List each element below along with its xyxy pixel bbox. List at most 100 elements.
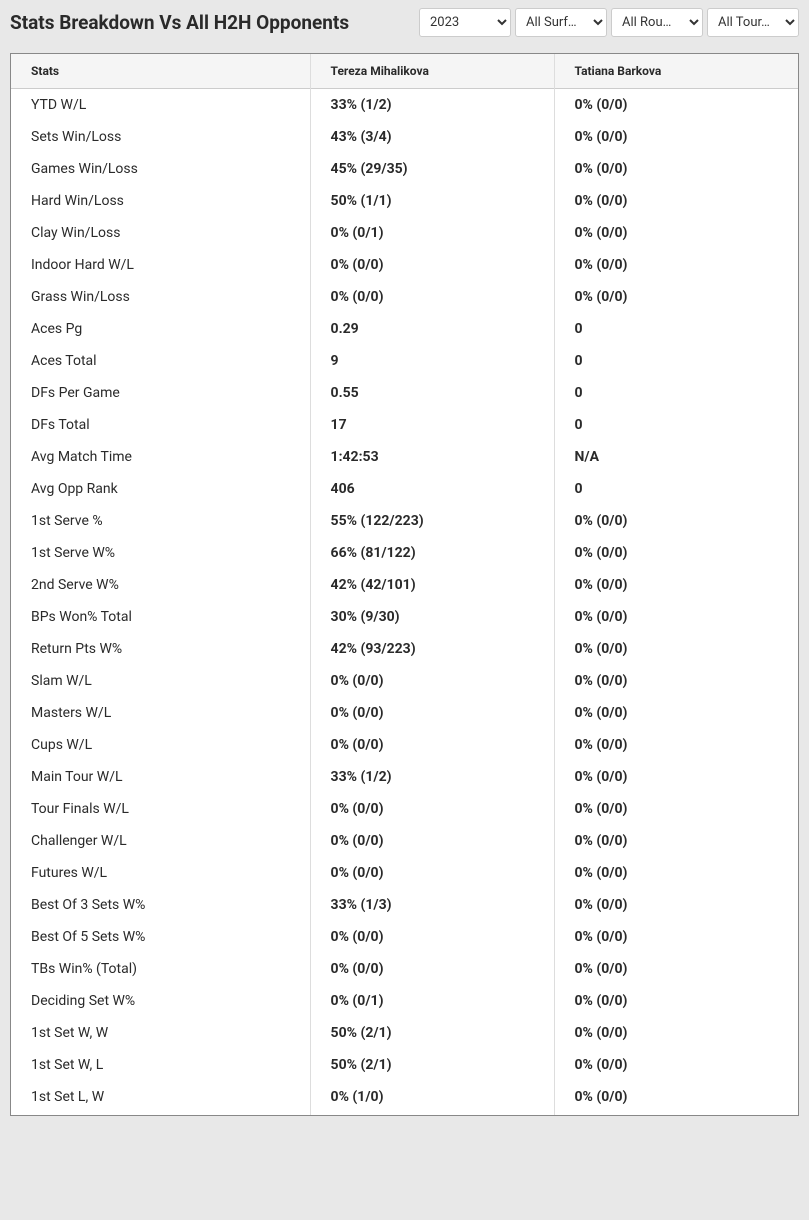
- stat-value-player2: 0% (0/0): [554, 697, 798, 729]
- table-row: TBs Win% (Total)0% (0/0)0% (0/0): [11, 953, 798, 985]
- stat-value-player2: 0: [554, 313, 798, 345]
- table-row: Tour Finals W/L0% (0/0)0% (0/0): [11, 793, 798, 825]
- table-row: Indoor Hard W/L0% (0/0)0% (0/0): [11, 249, 798, 281]
- stat-value-player2: 0% (0/0): [554, 953, 798, 985]
- stat-value-player2: 0% (0/0): [554, 185, 798, 217]
- table-row: Deciding Set W%0% (0/1)0% (0/0): [11, 985, 798, 1017]
- stat-label: Hard Win/Loss: [11, 185, 310, 217]
- stat-label: Tour Finals W/L: [11, 793, 310, 825]
- stat-value-player2: 0: [554, 377, 798, 409]
- stat-label: Clay Win/Loss: [11, 217, 310, 249]
- stat-label: Deciding Set W%: [11, 985, 310, 1017]
- table-body: YTD W/L33% (1/2)0% (0/0)Sets Win/Loss43%…: [11, 89, 798, 1116]
- year-select[interactable]: 2023: [419, 8, 511, 37]
- stat-label: Futures W/L: [11, 857, 310, 889]
- stats-table: Stats Tereza Mihalikova Tatiana Barkova …: [11, 54, 798, 1115]
- table-row: 2nd Serve W%42% (42/101)0% (0/0): [11, 569, 798, 601]
- stat-value-player2: 0% (0/0): [554, 505, 798, 537]
- stat-value-player2: 0% (0/0): [554, 89, 798, 122]
- table-row: Aces Pg0.290: [11, 313, 798, 345]
- stat-value-player1: 0% (0/0): [310, 729, 554, 761]
- header-bar: Stats Breakdown Vs All H2H Opponents 202…: [0, 0, 809, 45]
- stat-label: 2nd Serve W%: [11, 569, 310, 601]
- stat-value-player1: 50% (2/1): [310, 1049, 554, 1081]
- table-row: BPs Won% Total30% (9/30)0% (0/0): [11, 601, 798, 633]
- table-row: DFs Per Game0.550: [11, 377, 798, 409]
- table-row: DFs Total170: [11, 409, 798, 441]
- table-row: 1st Set L, W0% (1/0)0% (0/0): [11, 1081, 798, 1115]
- table-row: Return Pts W%42% (93/223)0% (0/0): [11, 633, 798, 665]
- stat-value-player2: 0% (0/0): [554, 761, 798, 793]
- stat-label: Best Of 5 Sets W%: [11, 921, 310, 953]
- table-row: Clay Win/Loss0% (0/1)0% (0/0): [11, 217, 798, 249]
- stat-value-player1: 30% (9/30): [310, 601, 554, 633]
- table-row: Aces Total90: [11, 345, 798, 377]
- stat-value-player2: 0% (0/0): [554, 153, 798, 185]
- stat-value-player2: N/A: [554, 441, 798, 473]
- table-row: Avg Match Time1:42:53N/A: [11, 441, 798, 473]
- stat-value-player1: 0% (0/0): [310, 665, 554, 697]
- table-row: Grass Win/Loss0% (0/0)0% (0/0): [11, 281, 798, 313]
- tour-select[interactable]: All Tour…: [707, 8, 799, 37]
- stat-value-player2: 0% (0/0): [554, 1049, 798, 1081]
- stat-value-player2: 0% (0/0): [554, 633, 798, 665]
- surface-select[interactable]: All Surf…: [515, 8, 607, 37]
- table-row: Masters W/L0% (0/0)0% (0/0): [11, 697, 798, 729]
- stat-value-player1: 0% (0/0): [310, 249, 554, 281]
- stat-value-player1: 43% (3/4): [310, 121, 554, 153]
- stat-value-player1: 55% (122/223): [310, 505, 554, 537]
- stat-label: Return Pts W%: [11, 633, 310, 665]
- stat-label: 1st Set W, L: [11, 1049, 310, 1081]
- stat-label: Sets Win/Loss: [11, 121, 310, 153]
- table-row: 1st Set W, L50% (2/1)0% (0/0): [11, 1049, 798, 1081]
- stat-label: Main Tour W/L: [11, 761, 310, 793]
- stat-value-player1: 1:42:53: [310, 441, 554, 473]
- filter-group: 2023 All Surf… All Rou… All Tour…: [419, 8, 799, 37]
- stat-label: Masters W/L: [11, 697, 310, 729]
- stat-value-player2: 0% (0/0): [554, 793, 798, 825]
- stat-value-player1: 50% (1/1): [310, 185, 554, 217]
- stat-label: Aces Pg: [11, 313, 310, 345]
- table-container: Stats Tereza Mihalikova Tatiana Barkova …: [0, 45, 809, 1126]
- header-player2: Tatiana Barkova: [554, 54, 798, 89]
- stat-value-player1: 17: [310, 409, 554, 441]
- stat-label: Challenger W/L: [11, 825, 310, 857]
- table-row: 1st Set W, W50% (2/1)0% (0/0): [11, 1017, 798, 1049]
- stat-label: Best Of 3 Sets W%: [11, 889, 310, 921]
- stat-value-player2: 0% (0/0): [554, 569, 798, 601]
- stat-value-player2: 0% (0/0): [554, 665, 798, 697]
- stat-label: Grass Win/Loss: [11, 281, 310, 313]
- table-row: Best Of 3 Sets W%33% (1/3)0% (0/0): [11, 889, 798, 921]
- stat-value-player1: 0% (0/1): [310, 217, 554, 249]
- table-row: Cups W/L0% (0/0)0% (0/0): [11, 729, 798, 761]
- stat-value-player1: 0% (0/1): [310, 985, 554, 1017]
- stat-value-player1: 50% (2/1): [310, 1017, 554, 1049]
- stat-label: 1st Set L, W: [11, 1081, 310, 1115]
- stat-value-player1: 0% (0/0): [310, 921, 554, 953]
- stat-label: Indoor Hard W/L: [11, 249, 310, 281]
- stat-label: Avg Match Time: [11, 441, 310, 473]
- stat-value-player1: 0% (0/0): [310, 857, 554, 889]
- stat-label: Slam W/L: [11, 665, 310, 697]
- stat-value-player1: 0% (0/0): [310, 825, 554, 857]
- stat-value-player2: 0% (0/0): [554, 537, 798, 569]
- stat-value-player1: 45% (29/35): [310, 153, 554, 185]
- stat-value-player2: 0: [554, 409, 798, 441]
- table-row: Avg Opp Rank4060: [11, 473, 798, 505]
- page-title: Stats Breakdown Vs All H2H Opponents: [10, 11, 349, 34]
- round-select[interactable]: All Rou…: [611, 8, 703, 37]
- stat-value-player1: 0% (0/0): [310, 697, 554, 729]
- stat-value-player2: 0% (0/0): [554, 1081, 798, 1115]
- stat-value-player2: 0% (0/0): [554, 921, 798, 953]
- stat-label: 1st Serve W%: [11, 537, 310, 569]
- stat-label: Aces Total: [11, 345, 310, 377]
- stat-value-player1: 0% (0/0): [310, 281, 554, 313]
- table-row: Sets Win/Loss43% (3/4)0% (0/0): [11, 121, 798, 153]
- stat-label: DFs Total: [11, 409, 310, 441]
- stat-value-player1: 406: [310, 473, 554, 505]
- stat-value-player2: 0% (0/0): [554, 217, 798, 249]
- table-row: Hard Win/Loss50% (1/1)0% (0/0): [11, 185, 798, 217]
- header-player1: Tereza Mihalikova: [310, 54, 554, 89]
- table-row: Games Win/Loss45% (29/35)0% (0/0): [11, 153, 798, 185]
- table-row: YTD W/L33% (1/2)0% (0/0): [11, 89, 798, 122]
